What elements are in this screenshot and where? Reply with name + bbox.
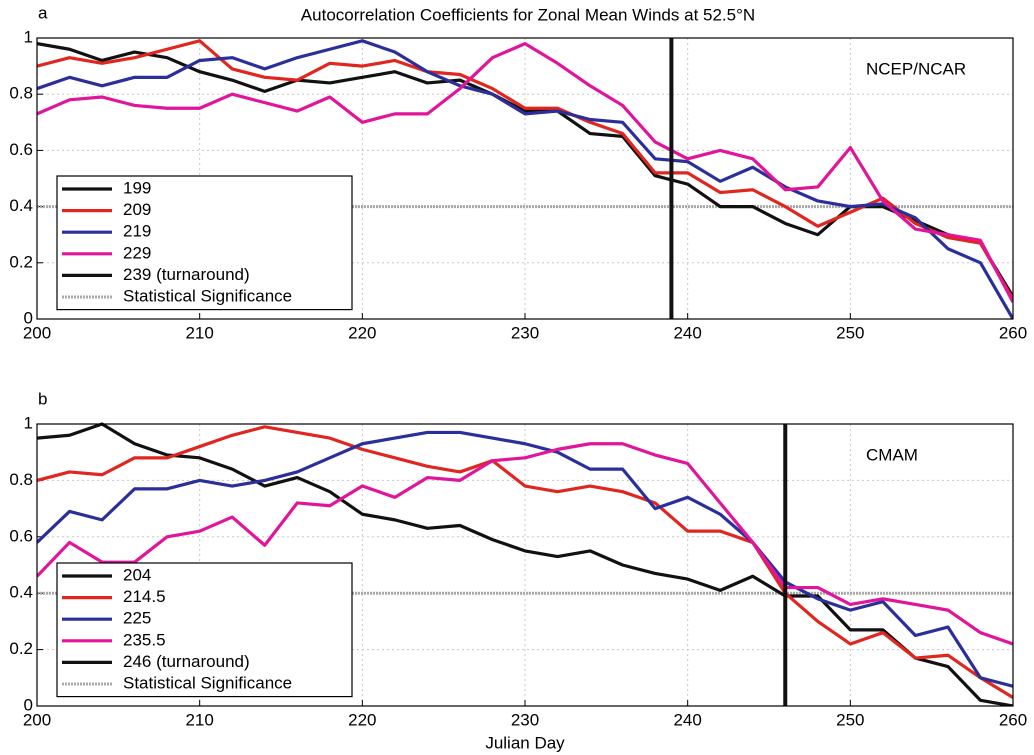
series-line bbox=[37, 39, 1013, 301]
legend-label: 235.5 bbox=[123, 630, 166, 649]
legend-label: Statistical Significance bbox=[123, 673, 292, 692]
x-tick-label: 260 bbox=[999, 710, 1027, 729]
legend-label: 246 (turnaround) bbox=[123, 652, 250, 671]
legend-label: 204 bbox=[123, 565, 151, 584]
legend-label: Statistical Significance bbox=[123, 286, 292, 305]
chart-title: Autocorrelation Coefficients for Zonal M… bbox=[301, 5, 755, 24]
x-tick-label: 200 bbox=[23, 323, 51, 342]
x-tick-label: 250 bbox=[836, 710, 864, 729]
y-tick-label: 0 bbox=[24, 695, 33, 714]
y-tick-label: 0.2 bbox=[9, 639, 33, 658]
series-line bbox=[37, 425, 1013, 699]
panel-label: b bbox=[38, 389, 47, 408]
plot-frame bbox=[36, 423, 1014, 707]
legend-label: 214.5 bbox=[123, 587, 166, 606]
legend-label: 229 bbox=[123, 243, 151, 262]
x-tick-label: 260 bbox=[999, 323, 1027, 342]
y-tick-label: 0.8 bbox=[9, 470, 33, 489]
x-tick-label: 230 bbox=[511, 323, 539, 342]
x-tick-label: 210 bbox=[185, 323, 213, 342]
x-tick-label: 200 bbox=[23, 710, 51, 729]
series-line bbox=[37, 42, 1013, 303]
legend-label: 199 bbox=[123, 178, 151, 197]
y-tick-label: 1 bbox=[24, 413, 33, 432]
x-tick-label: 240 bbox=[673, 710, 701, 729]
annotation: CMAM bbox=[866, 445, 918, 464]
y-tick-label: 0.4 bbox=[9, 196, 33, 215]
y-tick-label: 1 bbox=[24, 27, 33, 46]
annotation: NCEP/NCAR bbox=[866, 59, 966, 78]
series-line bbox=[37, 442, 1013, 646]
series-line bbox=[37, 422, 1013, 706]
y-tick-label: 0.6 bbox=[9, 140, 33, 159]
series-line bbox=[37, 39, 1013, 319]
legend-box bbox=[56, 562, 353, 698]
x-tick-label: 220 bbox=[348, 710, 376, 729]
x-tick-label: 240 bbox=[673, 323, 701, 342]
legend-label: 225 bbox=[123, 609, 151, 628]
legend-label: 219 bbox=[123, 222, 151, 241]
legend-box bbox=[56, 175, 353, 311]
y-tick-label: 0.8 bbox=[9, 84, 33, 103]
x-tick-label: 220 bbox=[348, 323, 376, 342]
legend-label: 209 bbox=[123, 200, 151, 219]
x-tick-label: 210 bbox=[185, 710, 213, 729]
plot-frame bbox=[36, 37, 1014, 320]
y-tick-label: 0.6 bbox=[9, 526, 33, 545]
y-tick-label: 0 bbox=[24, 308, 33, 327]
x-tick-label: 250 bbox=[836, 323, 864, 342]
legend-label: 239 (turnaround) bbox=[123, 265, 250, 284]
x-axis-label: Julian Day bbox=[485, 733, 565, 752]
y-tick-label: 0.2 bbox=[9, 252, 33, 271]
panel-label: a bbox=[38, 3, 48, 22]
y-tick-label: 0.4 bbox=[9, 583, 33, 602]
series-line bbox=[37, 430, 1013, 688]
x-tick-label: 230 bbox=[511, 710, 539, 729]
